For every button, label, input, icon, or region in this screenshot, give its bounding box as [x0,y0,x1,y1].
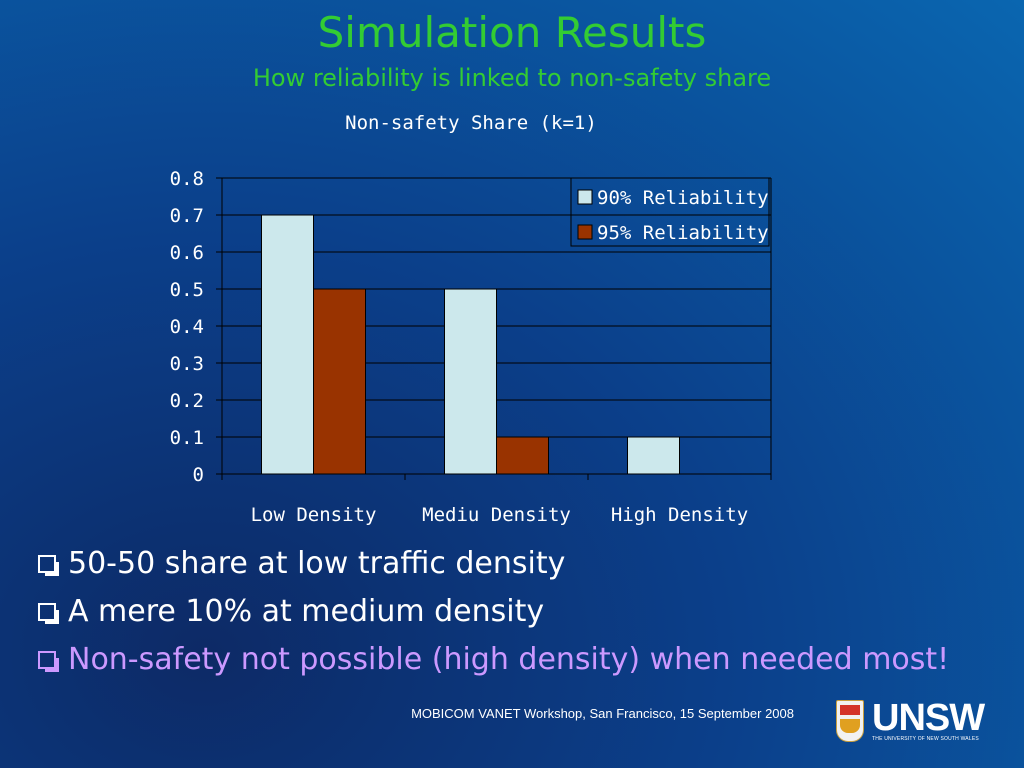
y-tick-label: 0.5 [170,279,204,301]
crest-icon [836,700,864,742]
bar [627,436,680,475]
x-tick-label: Low Density [251,504,377,526]
logo-wordmark: UNSW [872,697,985,739]
y-tick-label: 0.4 [170,316,204,338]
y-tick-label: 0.2 [170,390,204,412]
bullet-list: 50-50 share at low traffic density A mer… [38,540,1008,684]
checkbox-bullet-icon [38,603,59,624]
x-tick-label: High Density [611,504,748,526]
y-tick-label: 0.3 [170,353,204,375]
checkbox-bullet-icon [38,555,59,576]
footer-text: MOBICOM VANET Workshop, San Francisco, 1… [411,706,794,721]
bar [444,288,497,475]
legend-label: 90% Reliability [597,187,769,209]
bar [496,436,549,475]
y-tick-label: 0.1 [170,427,204,449]
x-tick-label: Mediu Density [422,504,571,526]
bullet-text: 50-50 share at low traffic density [68,546,566,581]
logo-tagline: THE UNIVERSITY OF NEW SOUTH WALES [872,736,979,742]
bar [313,288,366,475]
bar [261,214,314,475]
slide-title: Simulation Results [317,8,707,57]
bullet-text: A mere 10% at medium density [68,594,545,629]
bar-chart: Non-safety Share (k=1) 0 0.1 0.2 0.3 0.4 0.5 0.… [170,112,772,526]
unsw-logo: UNSW THE UNIVERSITY OF NEW SOUTH WALES [834,698,1004,746]
y-tick-label: 0.7 [170,205,204,227]
slide-subtitle: How reliability is linked to non-safety … [252,64,772,92]
chart-legend [570,177,770,247]
legend-label: 95% Reliability [597,222,769,244]
chart-title: Non-safety Share (k=1) [345,112,597,134]
bullet-item-highlight: Non-safety not possible (high density) w… [38,636,1008,684]
bullet-text: Non-safety not possible (high density) w… [68,642,950,677]
legend-swatch [577,189,593,205]
checkbox-bullet-icon [38,651,59,672]
y-tick-label: 0.6 [170,242,204,264]
y-tick-label: 0 [193,464,204,486]
y-tick-label: 0.8 [170,168,204,190]
bullet-item: 50-50 share at low traffic density [38,540,1008,588]
legend-swatch [577,224,593,240]
bullet-item: A mere 10% at medium density [38,588,1008,636]
